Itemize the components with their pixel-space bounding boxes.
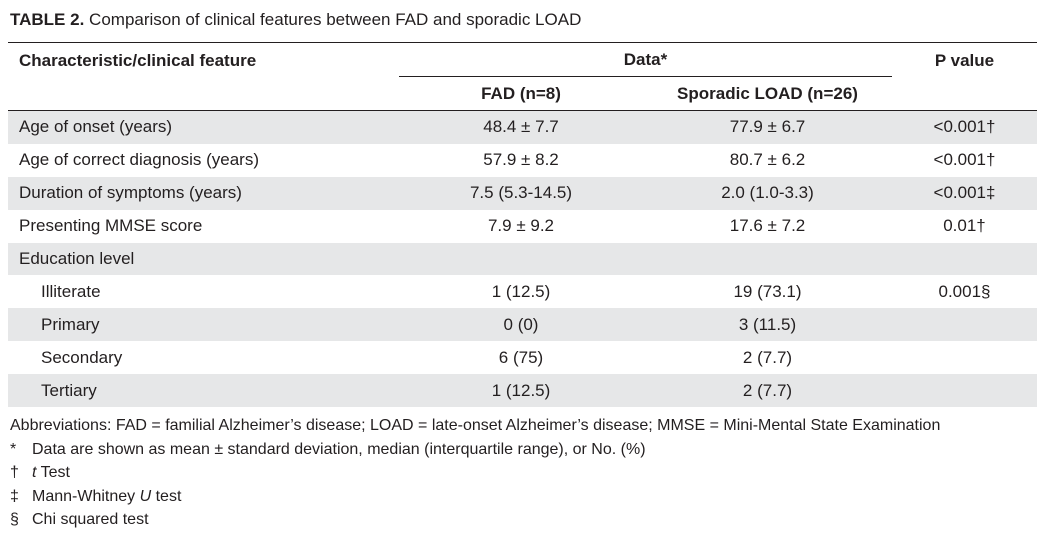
header-row-top: Characteristic/clinical feature Data* P …: [8, 42, 1037, 77]
header-row-sub: FAD (n=8) Sporadic LOAD (n=26): [8, 77, 1037, 111]
row-p-value: [892, 341, 1037, 374]
row-p-value: 0.001§: [938, 281, 991, 301]
header-fad: FAD (n=8): [481, 83, 561, 103]
header-characteristic: Characteristic/clinical feature: [19, 51, 257, 70]
footnote-dagger-symbol: †: [10, 464, 19, 481]
footnote-t-italic: t: [32, 464, 37, 481]
header-data-group: Data*: [399, 43, 892, 77]
row-label: Age of correct diagnosis (years): [19, 150, 259, 170]
table-row: Tertiary 1 (12.5) 2 (7.7): [8, 374, 1037, 408]
row-p-value: <0.001‡: [892, 176, 1037, 210]
row-sporadic-value: 80.7 ± 6.2: [729, 150, 806, 170]
row-fad-value: 57.9 ± 8.2: [483, 150, 559, 170]
row-label: Presenting MMSE score: [19, 216, 203, 236]
row-p-value: 0.01†: [943, 216, 986, 236]
row-label: Primary: [8, 308, 399, 342]
row-fad-value: 7.5 (5.3-14.5): [399, 176, 643, 210]
footnote-t-test: † t Test: [10, 461, 1040, 485]
row-p-value: [892, 242, 1037, 276]
header-sporadic-load: Sporadic LOAD (n=26): [677, 83, 858, 103]
row-label: Education level: [8, 242, 399, 276]
table-row: Age of correct diagnosis (years) 57.9 ± …: [8, 144, 1037, 177]
row-fad-value: 48.4 ± 7.7: [399, 110, 643, 144]
footnote-mw-text-post: test: [151, 487, 182, 505]
table-row: Education level: [8, 242, 1037, 276]
row-fad-value: 1 (12.5): [399, 374, 643, 408]
row-sporadic-value: 2 (7.7): [742, 347, 793, 367]
row-sporadic-value: 17.6 ± 7.2: [729, 216, 806, 236]
footnote-chi-squared: § Chi squared test: [10, 508, 1040, 532]
row-p-value: [892, 374, 1037, 408]
row-fad-value: 0 (0): [399, 308, 643, 342]
table-row: Secondary 6 (75) 2 (7.7): [8, 341, 1037, 374]
row-sporadic-value: [643, 242, 892, 276]
footnote-star-text: Data are shown as mean ± standard deviat…: [32, 440, 646, 458]
comparison-table-container: Characteristic/clinical feature Data* P …: [8, 42, 1037, 408]
table-row: Illiterate 1 (12.5) 19 (73.1) 0.001§: [8, 275, 1037, 308]
table-row: Presenting MMSE score 7.9 ± 9.2 17.6 ± 7…: [8, 210, 1037, 243]
row-label: Illiterate: [41, 281, 101, 301]
row-fad-value: 7.9 ± 9.2: [487, 216, 555, 236]
row-label: Age of onset (years): [8, 110, 399, 144]
footnote-abbreviations: Abbreviations: FAD = familial Alzheimer’…: [10, 417, 941, 434]
row-fad-value: 6 (75): [498, 347, 544, 367]
footnote-data-description: * Data are shown as mean ± standard devia…: [10, 438, 1040, 462]
footnote-double-dagger-symbol: ‡: [10, 487, 19, 505]
footnote-star-symbol: *: [10, 440, 17, 458]
footnote-section-symbol: §: [10, 511, 19, 528]
table-row: Age of onset (years) 48.4 ± 7.7 77.9 ± 6…: [8, 110, 1037, 144]
row-fad-value: 1 (12.5): [491, 281, 551, 301]
row-sporadic-value: 2.0 (1.0-3.3): [643, 176, 892, 210]
footnote-mann-whitney: ‡ Mann-Whitney U test: [10, 485, 1040, 509]
row-fad-value: [399, 242, 643, 276]
row-label: Secondary: [41, 347, 123, 367]
table-footnotes: Abbreviations: FAD = familial Alzheimer’…: [10, 414, 1040, 532]
row-sporadic-value: 77.9 ± 6.7: [643, 110, 892, 144]
footnote-mw-text-pre: Mann-Whitney: [32, 487, 140, 505]
comparison-table: Characteristic/clinical feature Data* P …: [8, 42, 1037, 408]
row-p-value: [892, 308, 1037, 342]
footnote-chi-text: Chi squared test: [32, 511, 149, 528]
header-p-value: P value: [934, 51, 995, 70]
table-row: Duration of symptoms (years) 7.5 (5.3-14…: [8, 176, 1037, 210]
table-caption-label: TABLE 2.: [10, 10, 85, 29]
row-label: Tertiary: [8, 374, 399, 408]
row-sporadic-value: 2 (7.7): [643, 374, 892, 408]
row-sporadic-value: 3 (11.5): [643, 308, 892, 342]
header-data-group-label: Data*: [623, 50, 668, 69]
row-label: Duration of symptoms (years): [8, 176, 399, 210]
footnote-u-italic: U: [139, 487, 152, 505]
table-caption-text: Comparison of clinical features between …: [89, 10, 582, 29]
header-data-group-rule: [399, 76, 892, 77]
row-p-value: <0.001†: [933, 150, 996, 170]
footnote-t-text: Test: [36, 464, 70, 481]
row-sporadic-value: 19 (73.1): [733, 281, 802, 301]
table-row: Primary 0 (0) 3 (11.5): [8, 308, 1037, 342]
row-p-value: <0.001†: [892, 110, 1037, 144]
table-caption: TABLE 2. Comparison of clinical features…: [10, 9, 581, 31]
